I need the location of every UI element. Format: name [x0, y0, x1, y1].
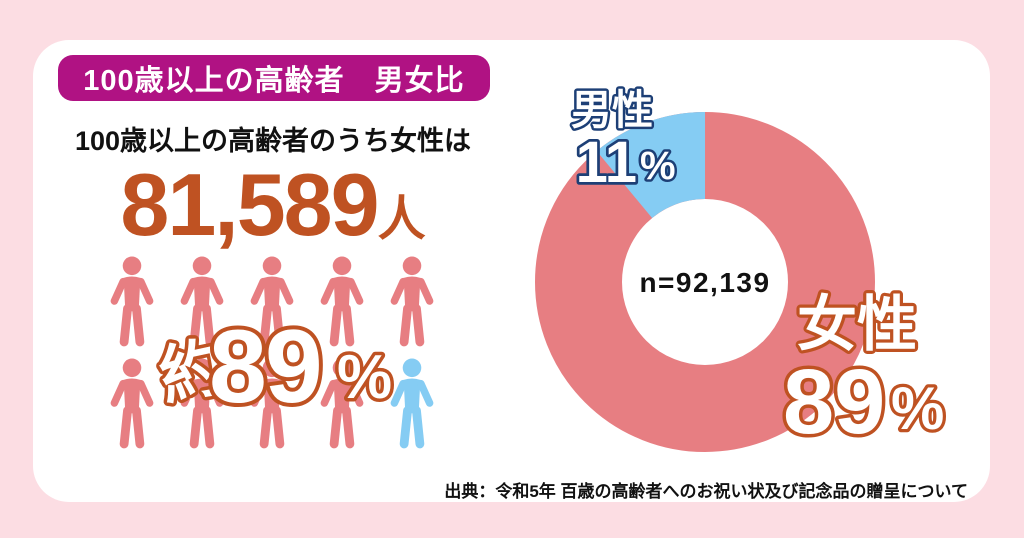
page-title: 100歳以上の高齢者 男女比: [83, 65, 465, 97]
approx-unit: %: [337, 343, 392, 412]
donut-center-label: n=92,139: [639, 267, 770, 298]
male-label: 男性: [571, 87, 653, 133]
approx-value: 89: [209, 309, 321, 425]
approx-percent-overlay: 約 89 %: [150, 305, 396, 429]
female-label: 女性: [797, 291, 917, 358]
female-count: 81,589人: [33, 161, 513, 249]
title-badge: 100歳以上の高齢者 男女比: [58, 55, 490, 101]
subtitle: 100歳以上の高齢者のうち女性は: [74, 126, 472, 156]
female-slice-label: 女性 89 %: [780, 288, 948, 457]
source-citation: 出典：令和5年 百歳の高齢者へのお祝い状及び記念品の贈呈について: [444, 482, 968, 501]
female-percent-value: 89: [783, 351, 885, 453]
female-count-value: 81,589: [120, 155, 379, 254]
male-percent-unit: %: [640, 144, 676, 188]
donut-chart: n=92,139: [535, 112, 875, 452]
infographic-card: 100歳以上の高齢者 男女比 100歳以上の高齢者のうち女性は 81,589人 …: [33, 40, 990, 502]
female-count-unit: 人: [377, 193, 426, 246]
female-percent-unit: %: [891, 375, 944, 442]
male-percent-value: 11: [576, 130, 637, 195]
male-slice-label: 男性 11 %: [569, 85, 679, 198]
